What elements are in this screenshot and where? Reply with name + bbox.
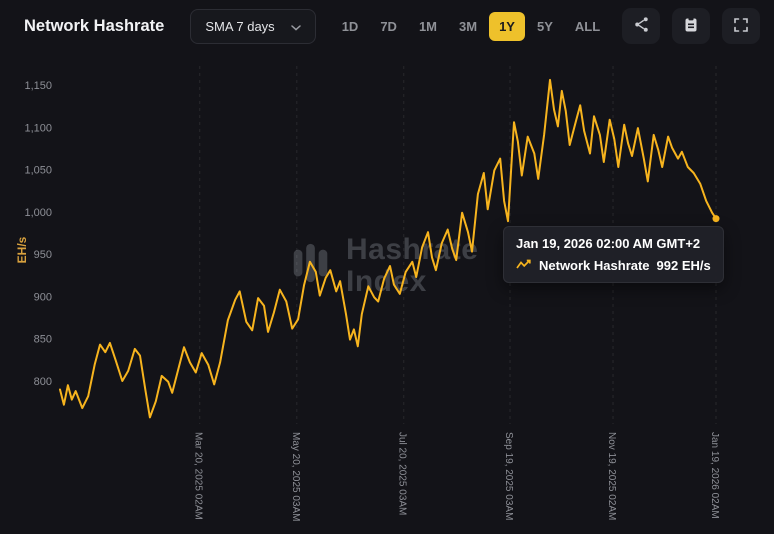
y-tick-label: 950 xyxy=(34,249,52,261)
range-7d[interactable]: 7D xyxy=(370,12,407,41)
y-tick-label: 800 xyxy=(34,376,52,388)
last-point-marker xyxy=(712,215,720,223)
y-tick-label: 1,000 xyxy=(24,207,52,219)
page-title: Network Hashrate xyxy=(24,16,165,35)
chart-tooltip: Jan 19, 2026 02:00 AM GMT+2 Network Hash… xyxy=(503,226,724,283)
chevron-down-icon xyxy=(290,19,301,34)
copy-button[interactable] xyxy=(672,8,710,44)
range-3m[interactable]: 3M xyxy=(449,12,487,41)
tooltip-series-row: Network Hashrate 992 EH/s xyxy=(516,258,711,273)
chart-toolbar xyxy=(622,8,760,44)
tooltip-value: 992 EH/s xyxy=(656,258,711,273)
tooltip-date: Jan 19, 2026 02:00 AM GMT+2 xyxy=(516,236,701,251)
y-tick-label: 900 xyxy=(34,291,52,303)
range-1m[interactable]: 1M xyxy=(409,12,447,41)
x-tick-label: Nov 19, 2025 02AM xyxy=(606,432,617,520)
x-tick-label: Jul 20, 2025 03AM xyxy=(397,432,408,515)
series-line-icon xyxy=(516,258,532,273)
share-button[interactable] xyxy=(622,8,660,44)
range-selector: 1D 7D 1M 3M 1Y 5Y ALL xyxy=(332,11,610,41)
y-tick-label: 1,050 xyxy=(24,165,52,177)
y-axis-title: EH/s xyxy=(15,236,29,263)
range-1y[interactable]: 1Y xyxy=(489,11,525,41)
y-tick-label: 1,150 xyxy=(24,80,52,92)
chart-header: Network Hashrate SMA 7 days 1D 7D 1M 3M … xyxy=(0,0,774,52)
x-tick-label: Mar 20, 2025 02AM xyxy=(193,432,204,520)
x-tick-label: Sep 19, 2025 03AM xyxy=(503,432,514,520)
fullscreen-icon xyxy=(733,17,749,36)
x-tick-label: May 20, 2025 03AM xyxy=(290,432,301,522)
hashrate-line xyxy=(59,78,717,419)
watermark-logo-icon xyxy=(288,240,334,291)
tooltip-series-label: Network Hashrate xyxy=(539,258,650,273)
x-tick-label: Jan 19, 2026 02AM xyxy=(709,432,720,519)
range-all[interactable]: ALL xyxy=(565,12,610,41)
watermark: Hashrate Index xyxy=(288,234,478,297)
sma-dropdown[interactable]: SMA 7 days xyxy=(190,8,316,44)
y-tick-label: 1,100 xyxy=(24,122,52,134)
watermark-text: Hashrate Index xyxy=(346,233,479,298)
range-1d[interactable]: 1D xyxy=(332,12,369,41)
range-5y[interactable]: 5Y xyxy=(527,12,563,41)
sma-dropdown-label: SMA 7 days xyxy=(205,18,275,34)
clipboard-icon xyxy=(683,16,699,36)
fullscreen-button[interactable] xyxy=(722,8,760,44)
share-icon xyxy=(633,16,650,36)
y-tick-label: 850 xyxy=(34,334,52,346)
